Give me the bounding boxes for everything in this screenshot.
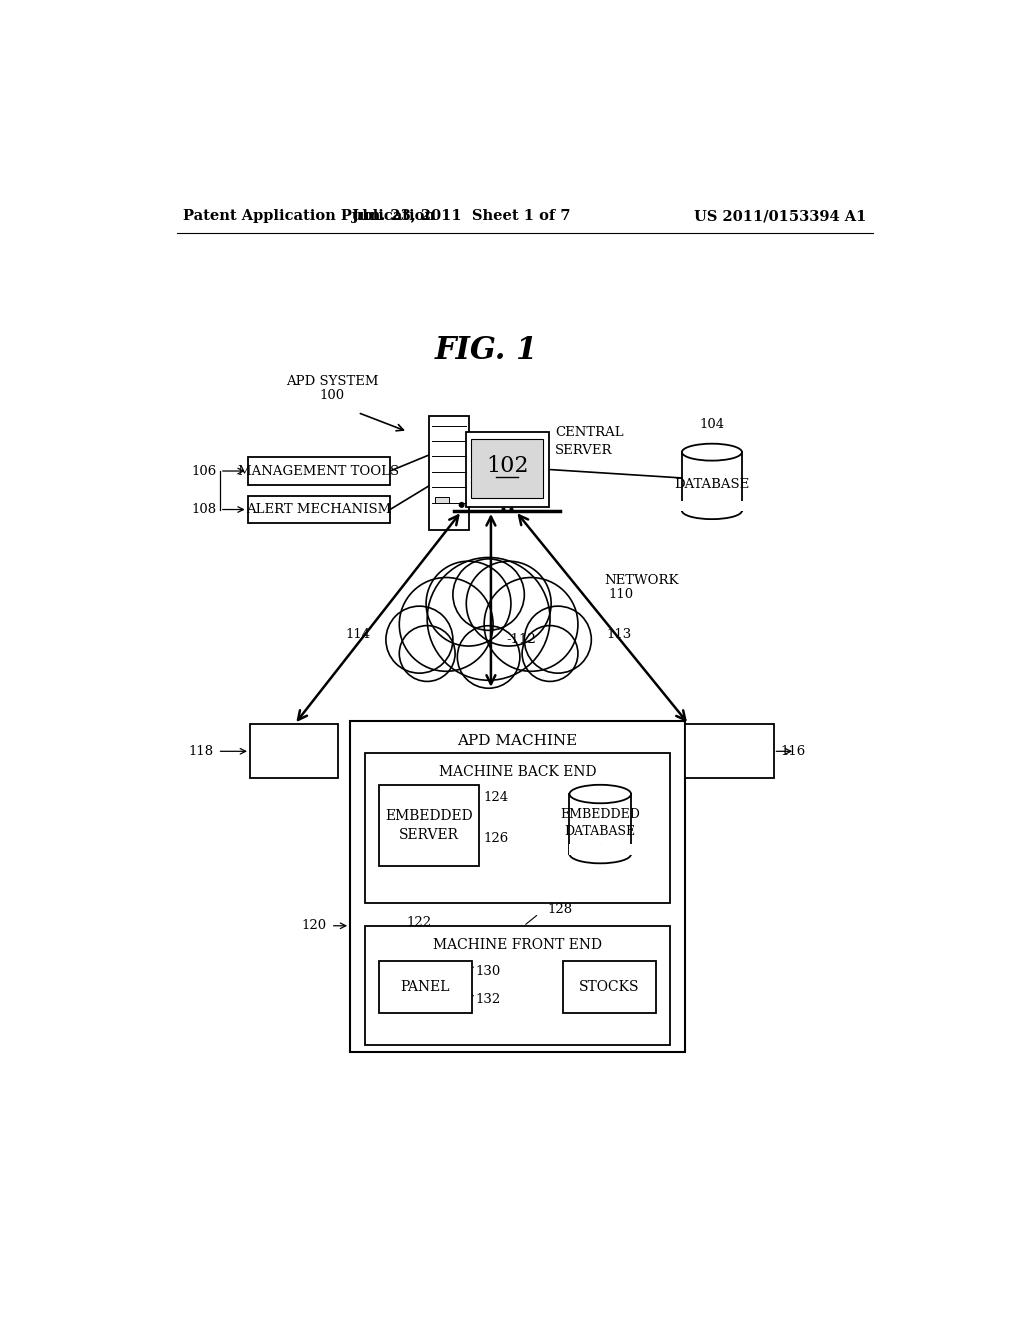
Circle shape bbox=[466, 561, 551, 645]
Text: 116: 116 bbox=[780, 744, 806, 758]
Text: 108: 108 bbox=[191, 503, 217, 516]
FancyBboxPatch shape bbox=[366, 927, 670, 1045]
Ellipse shape bbox=[569, 785, 631, 804]
Text: 114: 114 bbox=[345, 628, 371, 640]
Circle shape bbox=[453, 558, 524, 631]
Text: 132: 132 bbox=[475, 993, 501, 1006]
Circle shape bbox=[522, 626, 578, 681]
Text: 106: 106 bbox=[191, 465, 217, 478]
FancyBboxPatch shape bbox=[466, 432, 549, 507]
FancyBboxPatch shape bbox=[563, 961, 655, 1014]
Text: 113: 113 bbox=[607, 628, 632, 640]
Text: Jun. 23, 2011  Sheet 1 of 7: Jun. 23, 2011 Sheet 1 of 7 bbox=[352, 209, 571, 223]
Text: MACHINE BACK END: MACHINE BACK END bbox=[438, 766, 596, 779]
Circle shape bbox=[399, 626, 455, 681]
Circle shape bbox=[386, 606, 453, 673]
Circle shape bbox=[399, 578, 494, 672]
FancyBboxPatch shape bbox=[248, 457, 390, 484]
Text: 124: 124 bbox=[483, 792, 508, 804]
Text: APD
MACHINE: APD MACHINE bbox=[257, 735, 332, 767]
Text: 126: 126 bbox=[483, 832, 509, 845]
FancyBboxPatch shape bbox=[471, 440, 544, 498]
Text: CENTRAL
SERVER: CENTRAL SERVER bbox=[555, 426, 624, 457]
Text: US 2011/0153394 A1: US 2011/0153394 A1 bbox=[694, 209, 866, 223]
FancyBboxPatch shape bbox=[248, 496, 390, 524]
FancyBboxPatch shape bbox=[429, 416, 469, 531]
Circle shape bbox=[458, 626, 520, 688]
Circle shape bbox=[484, 578, 578, 672]
Text: EMBEDDED
SERVER: EMBEDDED SERVER bbox=[385, 809, 473, 842]
Text: DATABASE: DATABASE bbox=[674, 478, 750, 491]
Text: 128: 128 bbox=[548, 903, 573, 916]
Text: NETWORK: NETWORK bbox=[604, 574, 679, 587]
FancyBboxPatch shape bbox=[379, 785, 479, 866]
Text: MANAGEMENT TOOLS: MANAGEMENT TOOLS bbox=[239, 465, 399, 478]
FancyBboxPatch shape bbox=[350, 721, 685, 1052]
Text: 120: 120 bbox=[302, 919, 327, 932]
Text: EMBEDDED
DATABASE: EMBEDDED DATABASE bbox=[560, 808, 640, 838]
Circle shape bbox=[427, 557, 550, 680]
Text: STOCKS: STOCKS bbox=[580, 979, 640, 994]
Circle shape bbox=[524, 606, 591, 673]
Text: PANEL: PANEL bbox=[400, 979, 451, 994]
Text: APD SYSTEM: APD SYSTEM bbox=[286, 375, 379, 388]
Text: 102: 102 bbox=[485, 455, 528, 478]
Ellipse shape bbox=[682, 444, 742, 461]
Circle shape bbox=[426, 561, 511, 645]
Text: 110: 110 bbox=[608, 587, 633, 601]
Text: 122: 122 bbox=[407, 916, 432, 929]
Text: 100: 100 bbox=[319, 389, 345, 403]
Text: 104: 104 bbox=[699, 417, 724, 430]
FancyBboxPatch shape bbox=[681, 502, 742, 511]
FancyBboxPatch shape bbox=[682, 453, 742, 511]
Ellipse shape bbox=[682, 502, 742, 519]
Text: ALERT MECHANISM: ALERT MECHANISM bbox=[246, 503, 391, 516]
FancyBboxPatch shape bbox=[569, 795, 631, 854]
Text: FIG. 1: FIG. 1 bbox=[434, 335, 538, 367]
Ellipse shape bbox=[569, 845, 631, 863]
FancyBboxPatch shape bbox=[685, 725, 773, 779]
FancyBboxPatch shape bbox=[366, 752, 670, 903]
Circle shape bbox=[460, 503, 464, 507]
Text: 118: 118 bbox=[188, 744, 214, 758]
FancyBboxPatch shape bbox=[568, 843, 632, 855]
FancyBboxPatch shape bbox=[379, 961, 472, 1014]
FancyBboxPatch shape bbox=[435, 498, 450, 503]
FancyBboxPatch shape bbox=[250, 725, 339, 779]
Text: Patent Application Publication: Patent Application Publication bbox=[183, 209, 435, 223]
Text: APD
MACHINE: APD MACHINE bbox=[692, 735, 766, 767]
Text: -112: -112 bbox=[506, 634, 537, 647]
Text: 130: 130 bbox=[475, 965, 501, 978]
Text: MACHINE FRONT END: MACHINE FRONT END bbox=[433, 939, 602, 953]
Text: APD MACHINE: APD MACHINE bbox=[458, 734, 578, 748]
